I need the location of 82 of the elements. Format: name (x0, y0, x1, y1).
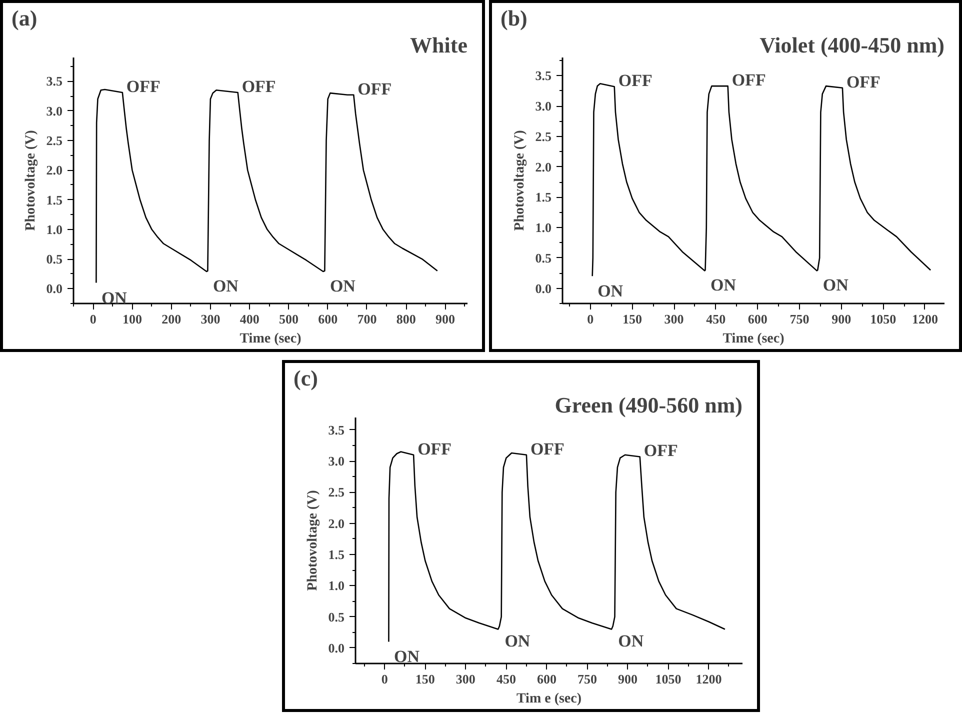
x-tick-label: 500 (278, 312, 298, 326)
annotation: ON (101, 288, 128, 308)
x-tick-label: 1050 (870, 312, 896, 326)
annotation: OFF (732, 70, 766, 90)
y-tick-label: 2.0 (535, 159, 552, 174)
annotation: ON (504, 632, 531, 651)
y-axis-title: Photovoltage (V) (23, 130, 38, 231)
annotation: OFF (242, 76, 276, 96)
annotation: OFF (846, 72, 880, 92)
y-tick-label: 0.0 (328, 640, 344, 656)
y-tick-label: 1.0 (46, 222, 62, 237)
x-tick-label: 400 (240, 312, 260, 326)
y-tick-label: 2.5 (46, 132, 63, 148)
y-tick-label: 3.0 (46, 103, 62, 118)
y-tick-label: 1.5 (46, 192, 63, 208)
x-tick-label: 1200 (912, 312, 938, 326)
y-tick-label: 3.5 (328, 422, 345, 438)
annotation: OFF (530, 439, 564, 458)
x-tick-label: 900 (618, 672, 638, 686)
y-tick-label: 3.5 (46, 74, 63, 89)
x-axis-title: Time (sec) (240, 332, 302, 346)
y-tick-label: 3.0 (535, 98, 552, 114)
annotation: ON (330, 276, 356, 296)
annotation: ON (598, 282, 624, 301)
y-tick-label: 2.5 (328, 484, 345, 500)
y-tick-label: 0.0 (46, 281, 62, 296)
annotation: OFF (358, 79, 392, 98)
x-tick-label: 800 (396, 312, 416, 326)
x-tick-label: 600 (748, 312, 768, 326)
annotation: OFF (126, 76, 160, 96)
y-tick-label: 1.0 (535, 220, 552, 236)
y-tick-label: 3.0 (328, 454, 344, 469)
chart-title: (b) (500, 6, 528, 30)
x-tick-label: 1200 (696, 672, 722, 686)
y-tick-label: 1.0 (328, 578, 344, 594)
y-tick-label: 0.5 (46, 252, 63, 267)
y-tick-label: 1.5 (535, 190, 552, 205)
x-tick-label: 450 (496, 672, 516, 686)
x-tick-label: 700 (357, 312, 377, 326)
y-tick-label: 2.0 (328, 516, 344, 531)
x-tick-label: 0 (381, 672, 388, 686)
chart-title: (a) (12, 6, 38, 30)
x-tick-label: 1050 (655, 672, 682, 686)
y-tick-label: 0.0 (535, 280, 552, 296)
annotation: ON (212, 276, 240, 296)
x-tick-label: 300 (200, 312, 220, 326)
annotation: ON (394, 647, 420, 666)
annotation: ON (822, 276, 850, 295)
x-axis-title: Time (sec) (722, 332, 785, 346)
annotation: OFF (618, 71, 652, 90)
x-tick-label: 300 (664, 312, 684, 326)
x-tick-label: 150 (415, 672, 435, 686)
y-axis-title: Photovoltage (V) (512, 130, 528, 231)
y-tick-label: 3.5 (535, 68, 552, 84)
x-tick-label: 100 (122, 312, 142, 326)
annotation: ON (710, 276, 737, 295)
annotation: OFF (644, 441, 678, 460)
x-tick-label: 900 (435, 312, 455, 326)
chart-subtitle: Violet (400-450 nm) (760, 32, 945, 58)
chart-subtitle: Green (490-560 nm) (554, 392, 743, 418)
annotation: ON (618, 632, 644, 651)
x-tick-label: 600 (318, 312, 338, 326)
y-tick-label: 0.5 (328, 609, 345, 624)
y-tick-label: 1.5 (328, 547, 345, 562)
x-tick-label: 300 (456, 672, 476, 686)
y-tick-label: 2.5 (535, 128, 552, 144)
x-tick-label: 0 (587, 312, 594, 326)
x-tick-label: 750 (577, 672, 597, 686)
x-tick-label: 450 (706, 312, 726, 326)
y-axis-title: Photovoltage (V) (305, 490, 320, 591)
x-tick-label: 600 (536, 672, 556, 686)
annotation: OFF (418, 439, 452, 458)
x-axis-title: Tim e (sec) (516, 692, 582, 706)
x-tick-label: 0 (90, 312, 96, 326)
x-tick-label: 200 (162, 312, 182, 326)
x-tick-label: 750 (790, 312, 810, 326)
y-tick-label: 2.0 (46, 162, 62, 178)
y-tick-label: 0.5 (535, 250, 552, 266)
x-tick-label: 900 (832, 312, 852, 326)
x-tick-label: 150 (622, 312, 642, 326)
chart-subtitle: White (410, 32, 468, 58)
chart-title: (c) (294, 366, 318, 390)
